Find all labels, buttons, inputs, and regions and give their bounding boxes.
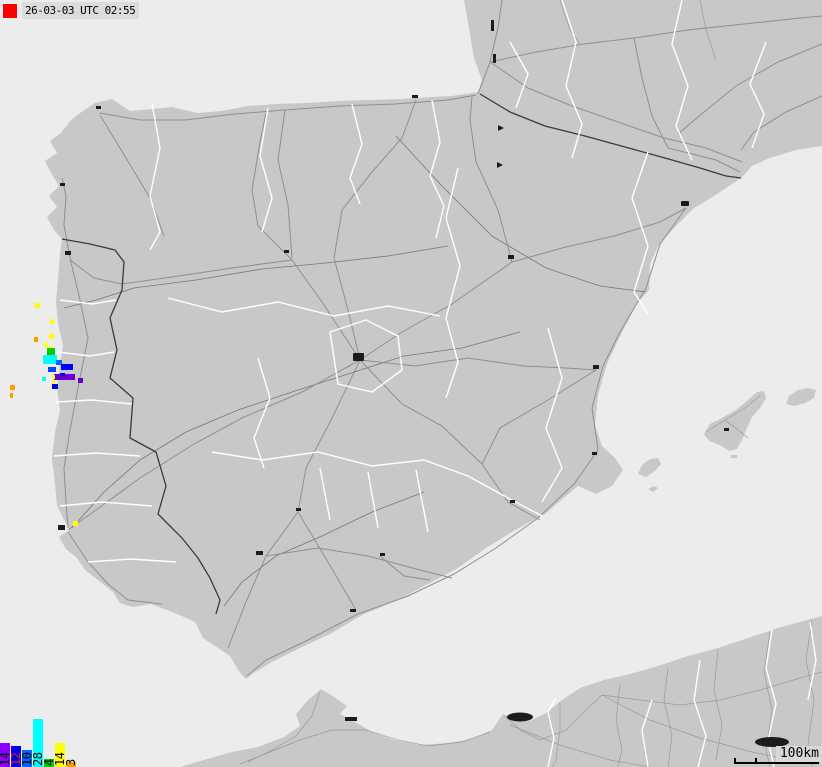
country-borders (61, 93, 742, 615)
lightning-strike (34, 337, 38, 342)
timestamp-text: 26-03-03 UTC 02:55 (22, 2, 140, 19)
legend-bar-6: 14 (53, 707, 67, 767)
island-mallorca (704, 391, 766, 451)
strike-count-legend: 14 12 10 28 4 14 3 (0, 707, 90, 767)
landmass-north-africa (180, 616, 822, 767)
legend-bar-7: 3 (64, 707, 78, 767)
lightning-strike (42, 377, 46, 381)
lightning-strike (48, 367, 56, 372)
rivers (63, 135, 647, 607)
legend-bar-1: 14 (0, 707, 12, 767)
lightning-strike (56, 360, 62, 365)
legend-bar-3: 10 (20, 707, 34, 767)
lightning-strike (50, 319, 54, 324)
lightning-strike (60, 373, 65, 376)
legend-bar-fill (55, 743, 65, 767)
lightning-strike (73, 521, 78, 526)
urban-areas (58, 20, 789, 747)
lightning-strike (52, 381, 55, 384)
admin-boundaries (53, 0, 817, 767)
lightning-strike (35, 303, 40, 308)
legend-bar-2: 12 (9, 707, 23, 767)
current-interval-swatch (3, 3, 17, 18)
legend-bar-fill (33, 719, 43, 767)
island-menorca (786, 388, 816, 406)
lightning-strike (49, 334, 54, 339)
lightning-strike (10, 393, 13, 398)
lightning-strike (52, 375, 55, 379)
lightning-strike (49, 346, 52, 349)
scale-bar: 100km (732, 743, 822, 767)
legend-bar-fill (44, 759, 54, 767)
lightning-strike (52, 384, 58, 389)
scale-label: 100km (775, 746, 822, 762)
landmass-iberia-france (45, 0, 822, 679)
legend-bar-fill (0, 743, 10, 767)
scale-tick (734, 758, 736, 764)
legend-bar-5: 4 (42, 707, 56, 767)
legend-bar-count: 3 (64, 759, 78, 766)
island-cabrera (731, 455, 737, 458)
lightning-strike (47, 348, 55, 355)
island-ibiza (638, 458, 661, 477)
legend-bar-fill (66, 762, 76, 767)
scale-tick (755, 758, 757, 764)
lightning-strike (44, 343, 48, 347)
lightning-strike (61, 364, 73, 370)
road-network (61, 0, 822, 767)
lightning-strike (43, 355, 57, 364)
lightning-strike (10, 385, 15, 390)
legend-bar-fill (22, 750, 32, 767)
island-formentera (648, 486, 658, 492)
legend-bar-4: 28 (31, 707, 45, 767)
legend-bar-fill (11, 746, 21, 767)
lightning-strike (78, 378, 83, 383)
timestamp-overlay: 26-03-03 UTC 02:55 (3, 2, 140, 19)
lightning-strike (54, 374, 75, 380)
